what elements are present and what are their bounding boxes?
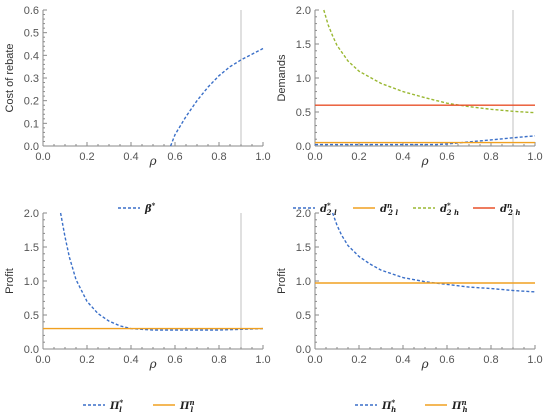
x-tick-label: 0.8	[211, 151, 226, 163]
legend-item: β*	[118, 201, 156, 215]
y-tick-label: 1.5	[24, 242, 39, 254]
legend-item: d* 2 l	[293, 201, 337, 217]
series-line-green	[323, 9, 536, 114]
y-tick-label: 0.5	[296, 310, 311, 322]
legend-label: dn 2 l	[380, 201, 398, 217]
x-tick-label: 0.0	[35, 151, 50, 163]
y-tick-label: 0.0	[296, 344, 311, 356]
y-tick-label: 2.0	[296, 208, 311, 220]
legend-label: dn 2 h	[500, 201, 521, 217]
y-tick-label: 0.0	[24, 141, 39, 153]
legend-label: d* 2 l	[320, 201, 337, 217]
y-tick-label: 0.4	[24, 50, 39, 62]
x-tick-label: 0.4	[123, 354, 138, 366]
x-axis-label: ρ	[148, 357, 156, 371]
x-tick-label: 0.8	[483, 151, 498, 163]
legend-label: Π* l	[109, 398, 123, 414]
x-tick-label: 1.0	[255, 354, 270, 366]
y-tick-label: 1.5	[296, 39, 311, 51]
chart-panel-2: 0.0 0.2 0.4 0.6 0.8 1.0 0.0 0.5 1.0 1.5 2.0 ρ Demand…	[276, 5, 543, 217]
y-tick-label: 0.5	[296, 107, 311, 119]
y-tick-label: 0.0	[24, 344, 39, 356]
x-tick-label: 1.0	[255, 151, 270, 163]
y-tick-label: 1.5	[296, 242, 311, 254]
legend-item: Πn h	[425, 398, 468, 414]
x-tick-label: 0.2	[79, 354, 94, 366]
legend-item: d* 2 h	[413, 201, 459, 217]
x-tick-label: 0.4	[123, 151, 138, 163]
x-tick-label: 0.0	[307, 151, 322, 163]
y-tick-label: 0.1	[24, 118, 39, 130]
y-axis-label: Cost of rebate	[4, 43, 16, 112]
x-tick-label: 0.6	[167, 151, 182, 163]
y-tick-label: 1.0	[296, 73, 311, 85]
y-tick-label: 0.5	[24, 28, 39, 40]
x-tick-label: 0.2	[351, 354, 366, 366]
x-tick-label: 0.6	[439, 354, 454, 366]
legend-item: dn 2 l	[353, 201, 398, 217]
x-tick-label: 0.4	[395, 354, 410, 366]
y-tick-label: 0.0	[296, 141, 311, 153]
x-tick-label: 0.8	[211, 354, 226, 366]
x-tick-label: 0.6	[167, 354, 182, 366]
chart-panel-3: 0.0 0.2 0.4 0.6 0.8 1.0 0.0 0.5 1.0 1.5 2.0 ρ Profit…	[4, 208, 271, 414]
series-line-blue	[315, 135, 536, 146]
y-tick-label: 0.6	[24, 5, 39, 17]
legend-label: d* 2 h	[440, 201, 459, 217]
y-axis-label: Profit	[276, 268, 288, 294]
legend-item: Πn l	[153, 398, 195, 414]
x-tick-label: 0.2	[79, 151, 94, 163]
legend-item: Π* l	[83, 398, 123, 414]
y-axis-label: Profit	[4, 268, 16, 294]
x-tick-label: 0.8	[483, 354, 498, 366]
y-tick-label: 2.0	[296, 5, 311, 17]
series-line-blue	[169, 47, 264, 147]
x-tick-label: 1.0	[527, 354, 542, 366]
chart-panel-1: 0.0 0.2 0.4 0.6 0.8 1.0 0.0 0.1 0.2 0.3 0.4 0.5 0.6 ρ…	[4, 5, 271, 215]
legend-label: Π* h	[381, 398, 396, 414]
x-tick-label: 0.4	[395, 151, 410, 163]
y-tick-label: 1.0	[296, 276, 311, 288]
y-tick-label: 0.5	[24, 310, 39, 322]
legend-label: Πn l	[179, 398, 195, 414]
y-tick-label: 0.2	[24, 96, 39, 108]
x-tick-label: 0.2	[351, 151, 366, 163]
legend-item: Π* h	[355, 398, 396, 414]
legend-item: dn 2 h	[473, 201, 521, 217]
chart-panel-4: 0.0 0.2 0.4 0.6 0.8 1.0 0.0 0.5 1.0 1.5 2.0 ρ Profit…	[276, 208, 543, 414]
x-axis-label: ρ	[420, 357, 428, 371]
y-tick-label: 2.0	[24, 208, 39, 220]
x-tick-label: 0.0	[307, 354, 322, 366]
y-tick-label: 1.0	[24, 276, 39, 288]
x-tick-label: 0.0	[35, 354, 50, 366]
x-tick-label: 1.0	[527, 151, 542, 163]
x-axis-label: ρ	[148, 154, 156, 168]
x-axis-label: ρ	[420, 154, 428, 168]
series-line-blue	[331, 212, 536, 293]
y-tick-label: 0.3	[24, 73, 39, 85]
series-line-blue	[59, 212, 264, 331]
legend-label: Πn h	[451, 398, 468, 414]
legend-label: β*	[144, 201, 156, 215]
x-tick-label: 0.6	[439, 151, 454, 163]
y-axis-label: Demands	[276, 54, 288, 102]
